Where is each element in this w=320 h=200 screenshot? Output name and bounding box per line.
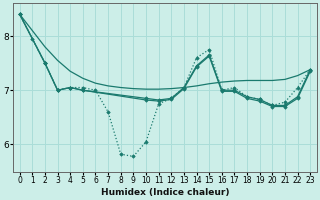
X-axis label: Humidex (Indice chaleur): Humidex (Indice chaleur) <box>101 188 229 197</box>
